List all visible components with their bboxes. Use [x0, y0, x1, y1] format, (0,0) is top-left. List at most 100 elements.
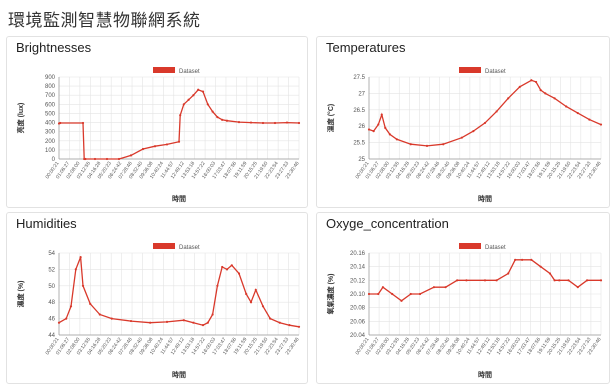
y-tick-label: 500: [45, 111, 56, 117]
data-point: [65, 317, 68, 320]
data-point: [565, 105, 568, 108]
data-point: [69, 305, 73, 308]
y-axis-label: 氧氣濃度 (%): [326, 274, 335, 316]
data-point: [432, 286, 436, 289]
y-tick-label: 52: [48, 267, 55, 273]
panel-title: Humidities: [16, 216, 77, 231]
panel-title: Oxyge_concentration: [326, 216, 449, 231]
brightness-chart-panel: Brightnesses Dataset 0 100 200 300 400 500 600 7…: [6, 36, 308, 208]
data-point: [206, 321, 209, 324]
data-point: [465, 279, 468, 282]
oxygen-chart-panel: Oxyge_concentration Dataset 20.04 20.06 20.…: [316, 212, 610, 384]
data-point: [518, 85, 521, 88]
y-tick-label: 100: [45, 148, 56, 154]
data-point: [201, 90, 205, 93]
data-point: [216, 284, 219, 287]
legend-label: Dataset: [179, 69, 200, 75]
y-tick-label: 20.12: [350, 278, 366, 284]
y-tick-label: 200: [45, 139, 56, 145]
data-point: [245, 292, 248, 296]
temperature-chart: Dataset2525.52626.52727.500:00:2101:06:2…: [326, 67, 603, 203]
data-point: [81, 121, 85, 125]
panel-title: Brightnesses: [16, 40, 92, 55]
data-point: [261, 121, 265, 125]
data-point: [59, 121, 62, 125]
data-point: [149, 321, 152, 324]
data-point: [221, 265, 224, 269]
data-point: [179, 114, 182, 117]
x-axis-label: 時間: [478, 194, 492, 203]
data-point: [182, 319, 185, 322]
data-point: [153, 145, 157, 148]
data-point: [418, 292, 422, 296]
data-point: [384, 126, 387, 129]
data-point: [567, 279, 570, 282]
data-point: [456, 279, 459, 282]
legend-swatch: [153, 243, 175, 249]
legend-label: Dataset: [485, 245, 506, 251]
humidity-chart-panel: Humidities Dataset 44 46 48 50 52 54 00:00:21 01…: [6, 212, 308, 384]
data-point: [278, 321, 281, 324]
data-point: [225, 119, 229, 122]
data-point: [254, 288, 257, 291]
brightness-chart: Dataset010020030040050060070080090000:00…: [16, 67, 301, 203]
data-point: [225, 268, 229, 271]
data-point: [442, 143, 445, 146]
y-tick-label: 48: [48, 300, 55, 306]
data-point: [285, 121, 289, 124]
data-point: [79, 256, 82, 259]
data-point: [297, 121, 301, 125]
y-tick-label: 20.04: [350, 333, 366, 339]
data-point: [381, 286, 385, 289]
data-point: [367, 128, 371, 131]
data-point: [57, 321, 61, 324]
panel-title: Temperatures: [326, 40, 406, 55]
data-point: [230, 264, 233, 267]
y-tick-label: 20.08: [350, 306, 366, 312]
data-point: [192, 94, 195, 97]
page-title: 環境監測智慧物聯網系統: [8, 11, 201, 31]
data-point: [599, 279, 603, 282]
data-point: [216, 115, 219, 119]
data-point: [507, 97, 510, 100]
data-point: [367, 292, 371, 296]
data-point: [377, 292, 380, 296]
data-point: [182, 103, 185, 106]
y-tick-label: 20.14: [350, 265, 366, 271]
data-point: [409, 292, 412, 296]
y-tick-label: 900: [45, 75, 56, 81]
data-point: [187, 98, 190, 101]
data-point: [395, 138, 398, 141]
y-tick-label: 0: [52, 157, 56, 163]
series-line: [368, 79, 602, 147]
data-point: [548, 272, 552, 275]
legend-swatch: [153, 67, 175, 73]
data-point: [483, 279, 487, 282]
data-point: [372, 130, 375, 133]
data-point: [249, 301, 253, 304]
data-point: [585, 279, 589, 282]
data-point: [553, 97, 556, 100]
y-tick-label: 27.5: [353, 75, 365, 81]
data-point: [539, 89, 542, 92]
y-tick-label: 600: [45, 102, 56, 108]
data-point: [377, 123, 380, 126]
data-point: [388, 133, 391, 136]
data-point: [553, 279, 556, 282]
series-line: [58, 89, 300, 160]
x-axis-label: 時間: [478, 370, 492, 379]
y-tick-label: 20.16: [350, 251, 366, 257]
data-point: [514, 258, 517, 261]
oxygen-chart: Dataset 20.04 20.06 20.08 20.10 20.12 20.14 20.…: [326, 243, 603, 379]
humidity-chart: Dataset44464850525400:00:2101:06:2702:08…: [16, 243, 301, 379]
data-point: [269, 317, 272, 320]
data-point: [576, 111, 579, 115]
data-point: [391, 292, 394, 296]
data-point: [237, 272, 241, 275]
data-point: [460, 136, 463, 139]
x-axis-label: 時間: [172, 194, 186, 203]
series-line: [58, 256, 300, 328]
data-point: [576, 286, 579, 289]
y-tick-label: 25.5: [353, 141, 365, 147]
y-tick-label: 26.5: [353, 108, 365, 114]
